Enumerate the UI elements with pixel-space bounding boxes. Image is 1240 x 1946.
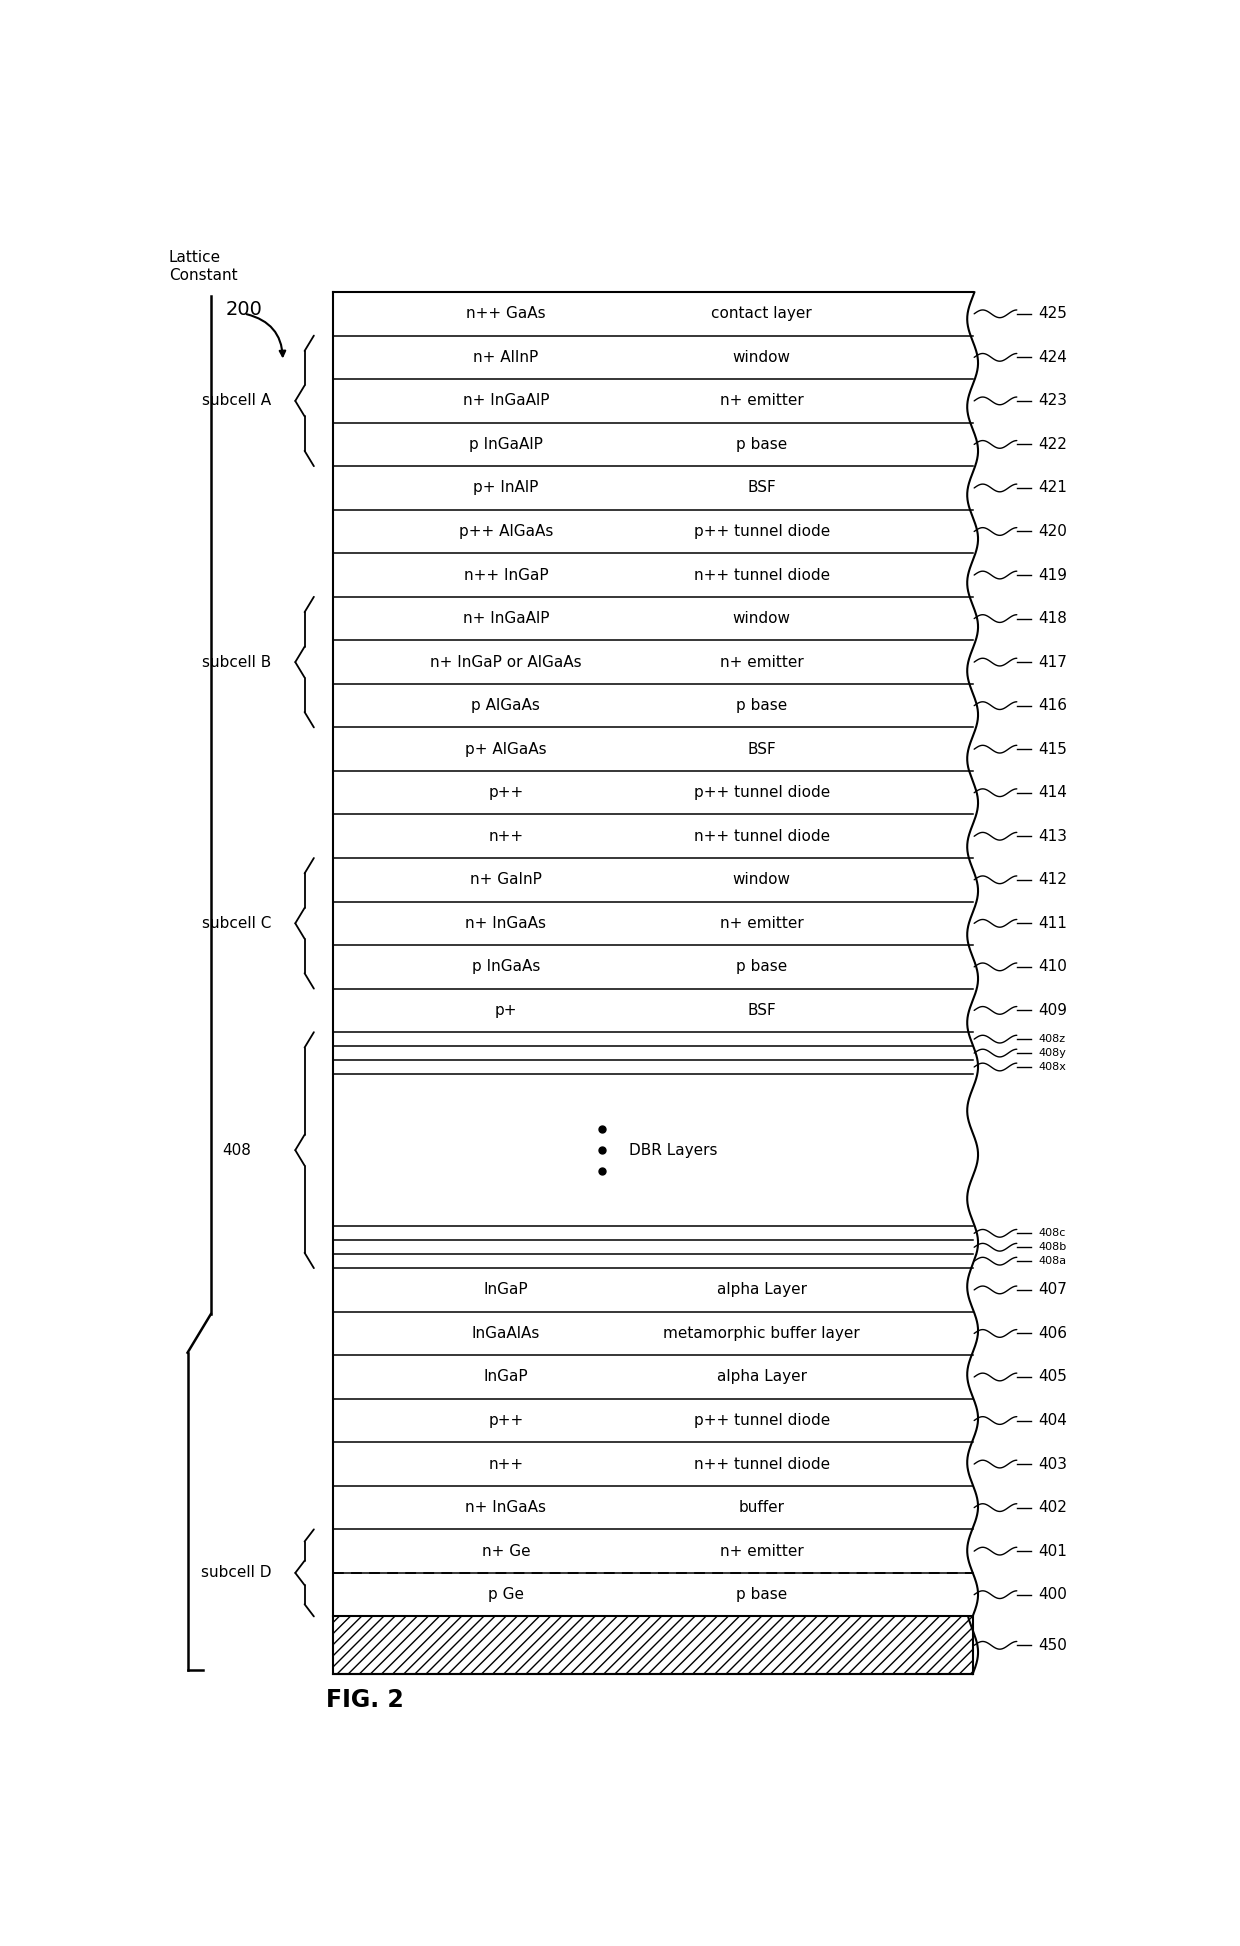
Text: p+: p+	[495, 1002, 517, 1018]
Text: 408a: 408a	[1039, 1257, 1066, 1267]
Text: n++ InGaP: n++ InGaP	[464, 568, 548, 582]
Text: alpha Layer: alpha Layer	[717, 1370, 807, 1384]
Text: InGaP: InGaP	[484, 1370, 528, 1384]
Text: 418: 418	[1039, 611, 1068, 627]
Text: 200: 200	[226, 300, 263, 319]
Text: n+ InGaAlP: n+ InGaAlP	[463, 611, 549, 627]
Text: n++: n++	[489, 829, 523, 845]
Text: BSF: BSF	[748, 741, 776, 757]
Text: DBR Layers: DBR Layers	[629, 1142, 718, 1158]
Text: 425: 425	[1039, 306, 1068, 321]
Text: p base: p base	[737, 438, 787, 451]
Text: 420: 420	[1039, 523, 1068, 539]
Text: FIG. 2: FIG. 2	[325, 1687, 403, 1712]
Text: p base: p base	[737, 699, 787, 712]
Text: n+ emitter: n+ emitter	[719, 393, 804, 409]
Text: InGaAlAs: InGaAlAs	[471, 1325, 541, 1341]
Text: subcell D: subcell D	[201, 1565, 272, 1580]
Text: buffer: buffer	[739, 1500, 785, 1516]
Text: p InGaAlP: p InGaAlP	[469, 438, 543, 451]
Text: n+ InGaAs: n+ InGaAs	[465, 1500, 547, 1516]
Text: contact layer: contact layer	[712, 306, 812, 321]
Text: 400: 400	[1039, 1588, 1068, 1602]
Text: 402: 402	[1039, 1500, 1068, 1516]
Text: 419: 419	[1039, 568, 1068, 582]
Text: 408c: 408c	[1039, 1228, 1066, 1238]
Text: p+ InAlP: p+ InAlP	[474, 481, 538, 496]
Text: p AlGaAs: p AlGaAs	[471, 699, 541, 712]
Text: window: window	[733, 611, 791, 627]
Text: 404: 404	[1039, 1413, 1068, 1428]
Text: 415: 415	[1039, 741, 1068, 757]
Text: 424: 424	[1039, 350, 1068, 364]
Text: n++ tunnel diode: n++ tunnel diode	[693, 568, 830, 582]
Text: p++ tunnel diode: p++ tunnel diode	[693, 786, 830, 800]
Text: subcell C: subcell C	[202, 917, 272, 930]
Text: p++ tunnel diode: p++ tunnel diode	[693, 523, 830, 539]
Text: 423: 423	[1039, 393, 1068, 409]
Text: subcell A: subcell A	[202, 393, 270, 409]
Text: n+ emitter: n+ emitter	[719, 654, 804, 669]
Text: p++: p++	[489, 1413, 523, 1428]
Text: 408b: 408b	[1039, 1242, 1066, 1251]
Text: n+ AlInP: n+ AlInP	[474, 350, 538, 364]
Text: 409: 409	[1039, 1002, 1068, 1018]
Text: 422: 422	[1039, 438, 1068, 451]
Text: p++ tunnel diode: p++ tunnel diode	[693, 1413, 830, 1428]
Text: p base: p base	[737, 959, 787, 975]
Text: 413: 413	[1039, 829, 1068, 845]
Text: 411: 411	[1039, 917, 1068, 930]
Text: n+ Ge: n+ Ge	[481, 1543, 531, 1559]
Text: n++ GaAs: n++ GaAs	[466, 306, 546, 321]
Text: 417: 417	[1039, 654, 1068, 669]
Text: 408: 408	[222, 1142, 250, 1158]
Text: BSF: BSF	[748, 1002, 776, 1018]
Text: 406: 406	[1039, 1325, 1068, 1341]
Text: p++ AlGaAs: p++ AlGaAs	[459, 523, 553, 539]
Text: n+ InGaAlP: n+ InGaAlP	[463, 393, 549, 409]
Text: 412: 412	[1039, 872, 1068, 887]
Text: 401: 401	[1039, 1543, 1068, 1559]
Text: 410: 410	[1039, 959, 1068, 975]
Text: n+ InGaAs: n+ InGaAs	[465, 917, 547, 930]
Text: 450: 450	[1039, 1639, 1068, 1652]
Bar	[334, 1617, 972, 1674]
Text: 408z: 408z	[1039, 1033, 1065, 1045]
Text: 405: 405	[1039, 1370, 1068, 1384]
Text: n+ InGaP or AlGaAs: n+ InGaP or AlGaAs	[430, 654, 582, 669]
Text: Lattice
Constant: Lattice Constant	[169, 249, 238, 284]
Text: n+ GaInP: n+ GaInP	[470, 872, 542, 887]
Text: p InGaAs: p InGaAs	[471, 959, 541, 975]
Text: 414: 414	[1039, 786, 1068, 800]
Text: 408x: 408x	[1039, 1063, 1066, 1072]
Text: n++: n++	[489, 1456, 523, 1471]
Text: p base: p base	[737, 1588, 787, 1602]
Text: p+ AlGaAs: p+ AlGaAs	[465, 741, 547, 757]
Text: p++: p++	[489, 786, 523, 800]
Text: window: window	[733, 872, 791, 887]
Text: subcell B: subcell B	[202, 654, 272, 669]
Text: n++ tunnel diode: n++ tunnel diode	[693, 829, 830, 845]
Text: InGaP: InGaP	[484, 1282, 528, 1298]
Text: p Ge: p Ge	[487, 1588, 523, 1602]
Text: 407: 407	[1039, 1282, 1068, 1298]
Text: 408y: 408y	[1039, 1049, 1066, 1059]
Text: BSF: BSF	[748, 481, 776, 496]
Text: n+ emitter: n+ emitter	[719, 1543, 804, 1559]
Text: window: window	[733, 350, 791, 364]
Text: n+ emitter: n+ emitter	[719, 917, 804, 930]
Text: metamorphic buffer layer: metamorphic buffer layer	[663, 1325, 861, 1341]
Text: 421: 421	[1039, 481, 1068, 496]
Text: n++ tunnel diode: n++ tunnel diode	[693, 1456, 830, 1471]
Text: 416: 416	[1039, 699, 1068, 712]
Text: 403: 403	[1039, 1456, 1068, 1471]
Text: alpha Layer: alpha Layer	[717, 1282, 807, 1298]
